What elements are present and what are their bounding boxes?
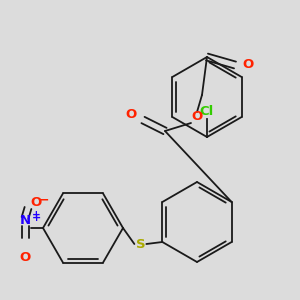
Text: −: − [39, 194, 50, 206]
Text: O: O [20, 251, 31, 264]
Text: +: + [32, 210, 41, 220]
Text: Cl: Cl [200, 105, 214, 118]
Text: O: O [30, 196, 41, 209]
Text: +: + [32, 213, 41, 223]
Text: N: N [20, 214, 31, 226]
Text: O: O [126, 109, 137, 122]
Text: O: O [191, 110, 203, 124]
Text: O: O [242, 58, 253, 71]
Text: S: S [136, 238, 145, 250]
